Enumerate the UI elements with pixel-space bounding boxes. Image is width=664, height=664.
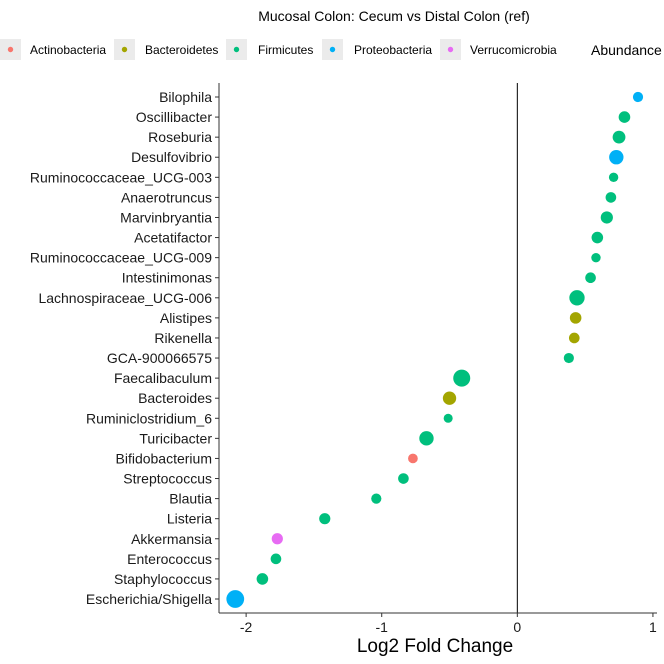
x-tick-label: 0 [513, 619, 521, 635]
point-bilophila [632, 91, 644, 103]
y-tick-label: Ruminiclostridium_6 [86, 410, 212, 426]
point-ruminococcaceae-ucg-009 [591, 252, 601, 263]
point-ruminococcaceae-ucg-003 [608, 172, 619, 183]
point-gca-900066575 [563, 352, 574, 364]
y-tick-label: Roseburia [148, 129, 212, 145]
point-desulfovibrio [609, 150, 624, 165]
x-tick-label: 1 [649, 619, 657, 635]
y-tick-label: Rikenella [154, 330, 212, 346]
y-tick-label: Marvinbryantia [120, 209, 212, 225]
y-tick-label: Desulfovibrio [131, 149, 212, 165]
legend-key-actinobacteria [7, 46, 14, 53]
point-staphylococcus [256, 573, 269, 585]
point-intestinimonas [585, 272, 596, 284]
y-tick-label: Enterococcus [127, 551, 212, 567]
legend-label-proteobacteria: Proteobacteria [354, 43, 432, 57]
y-tick-label: Faecalibaculum [114, 370, 212, 386]
point-ruminiclostridium-6 [443, 413, 453, 423]
y-tick-label: Blautia [169, 491, 212, 507]
y-tick-label: Alistipes [160, 310, 212, 326]
point-bacteroides [442, 391, 457, 405]
point-bifidobacterium [408, 453, 418, 464]
chart-title: Mucosal Colon: Cecum vs Distal Colon (re… [258, 8, 530, 24]
point-turicibacter [419, 431, 434, 446]
point-akkermansia [271, 533, 283, 545]
point-acetatifactor [591, 231, 604, 244]
y-tick-label: Escherichia/Shigella [86, 591, 212, 607]
x-tick-label: -2 [240, 619, 253, 635]
point-roseburia [612, 130, 626, 144]
y-tick-label: Bacteroides [138, 390, 212, 406]
point-blautia [371, 493, 382, 504]
y-tick-label: Streptococcus [123, 471, 212, 487]
point-anaerotruncus [605, 192, 617, 203]
legend-size-title: Abundance [591, 42, 662, 58]
legend-label-verrucomicrobia: Verrucomicrobia [470, 43, 557, 57]
legend-key-verrucomicrobia [447, 46, 454, 53]
point-streptococcus [398, 473, 409, 484]
legend-label-firmicutes: Firmicutes [258, 43, 313, 57]
x-tick-label: -1 [375, 619, 388, 635]
y-tick-label: Anaerotruncus [121, 189, 212, 205]
y-tick-label: Bifidobacterium [116, 450, 213, 466]
point-lachnospiraceae-ucg-006 [569, 290, 585, 306]
point-rikenella [568, 332, 580, 344]
point-oscillibacter [618, 111, 631, 123]
y-tick-label: Oscillibacter [136, 109, 213, 125]
y-tick-label: Staphylococcus [114, 571, 212, 587]
y-tick-label: Intestinimonas [122, 270, 212, 286]
point-enterococcus [270, 553, 282, 565]
y-tick-label: Acetatifactor [134, 230, 212, 246]
point-marvinbryantia [600, 211, 613, 224]
y-tick-label: Listeria [167, 511, 212, 527]
y-tick-label: Ruminococcaceae_UCG-009 [30, 250, 212, 266]
legend: Actinobacteria Bacteroidetes Firmicutes Pro… [0, 39, 662, 60]
legend-label-actinobacteria: Actinobacteria [30, 43, 106, 57]
point-faecalibaculum [453, 369, 471, 387]
y-tick-label: GCA-900066575 [107, 350, 212, 366]
point-escherichia-shigella [226, 590, 245, 608]
legend-label-bacteroidetes: Bacteroidetes [145, 43, 218, 57]
legend-key-bacteroidetes [121, 46, 128, 53]
point-alistipes [569, 312, 582, 324]
x-axis-label: Log2 Fold Change [357, 636, 513, 657]
y-tick-label: Bilophila [159, 89, 212, 105]
y-tick-label: Turicibacter [139, 430, 212, 446]
point-listeria [319, 513, 331, 525]
plot-area: -2 -1 0 1 Bilophila Oscillibacter Roseburia Des… [30, 83, 657, 635]
legend-key-firmicutes [233, 46, 240, 53]
legend-key-proteobacteria [329, 46, 336, 53]
y-tick-label: Lachnospiraceae_UCG-006 [38, 290, 212, 306]
y-tick-label: Akkermansia [131, 531, 212, 547]
y-tick-label: Ruminococcaceae_UCG-003 [30, 169, 212, 185]
